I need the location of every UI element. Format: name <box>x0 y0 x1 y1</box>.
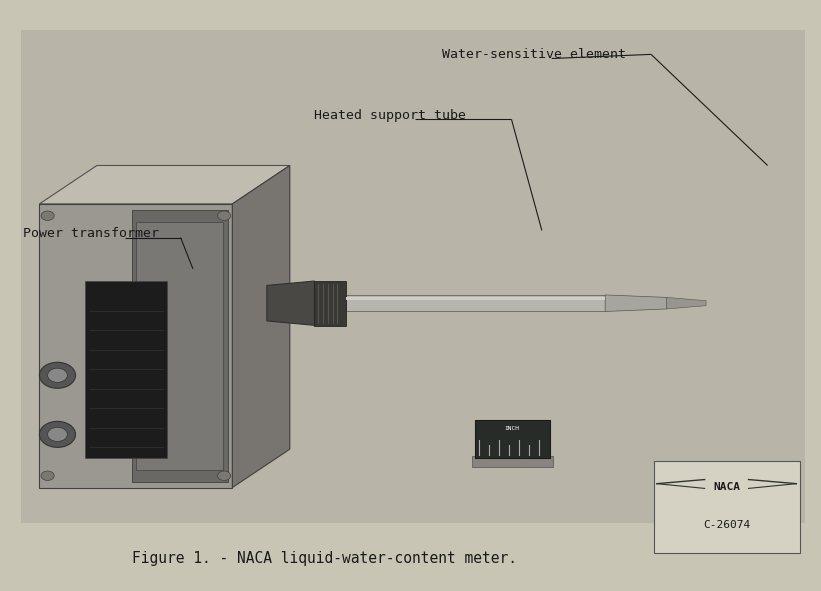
Polygon shape <box>667 297 706 309</box>
Circle shape <box>218 471 231 480</box>
Circle shape <box>48 427 67 441</box>
Circle shape <box>39 421 76 447</box>
Text: C-26074: C-26074 <box>703 520 750 530</box>
Bar <box>346 295 605 311</box>
Bar <box>314 281 346 326</box>
Bar <box>346 297 605 300</box>
Polygon shape <box>132 210 228 482</box>
Polygon shape <box>267 281 314 325</box>
Text: Figure 1. - NACA liquid-water-content meter.: Figure 1. - NACA liquid-water-content me… <box>132 551 516 566</box>
Polygon shape <box>605 295 667 311</box>
Circle shape <box>41 211 54 220</box>
Text: NACA: NACA <box>713 482 740 492</box>
Circle shape <box>41 471 54 480</box>
Bar <box>475 420 550 458</box>
Circle shape <box>48 368 67 382</box>
Circle shape <box>39 362 76 388</box>
Polygon shape <box>39 165 290 204</box>
Bar <box>85 281 167 458</box>
Text: Water-sensitive element: Water-sensitive element <box>442 48 626 61</box>
Circle shape <box>218 211 231 220</box>
Bar <box>472 456 553 467</box>
Text: Power transformer: Power transformer <box>23 227 159 240</box>
Bar <box>654 461 800 553</box>
Text: INCH: INCH <box>505 426 520 431</box>
Polygon shape <box>232 165 290 488</box>
Bar <box>21 30 805 523</box>
Bar <box>136 222 222 470</box>
Text: Heated support tube: Heated support tube <box>314 109 466 122</box>
Polygon shape <box>39 204 232 488</box>
